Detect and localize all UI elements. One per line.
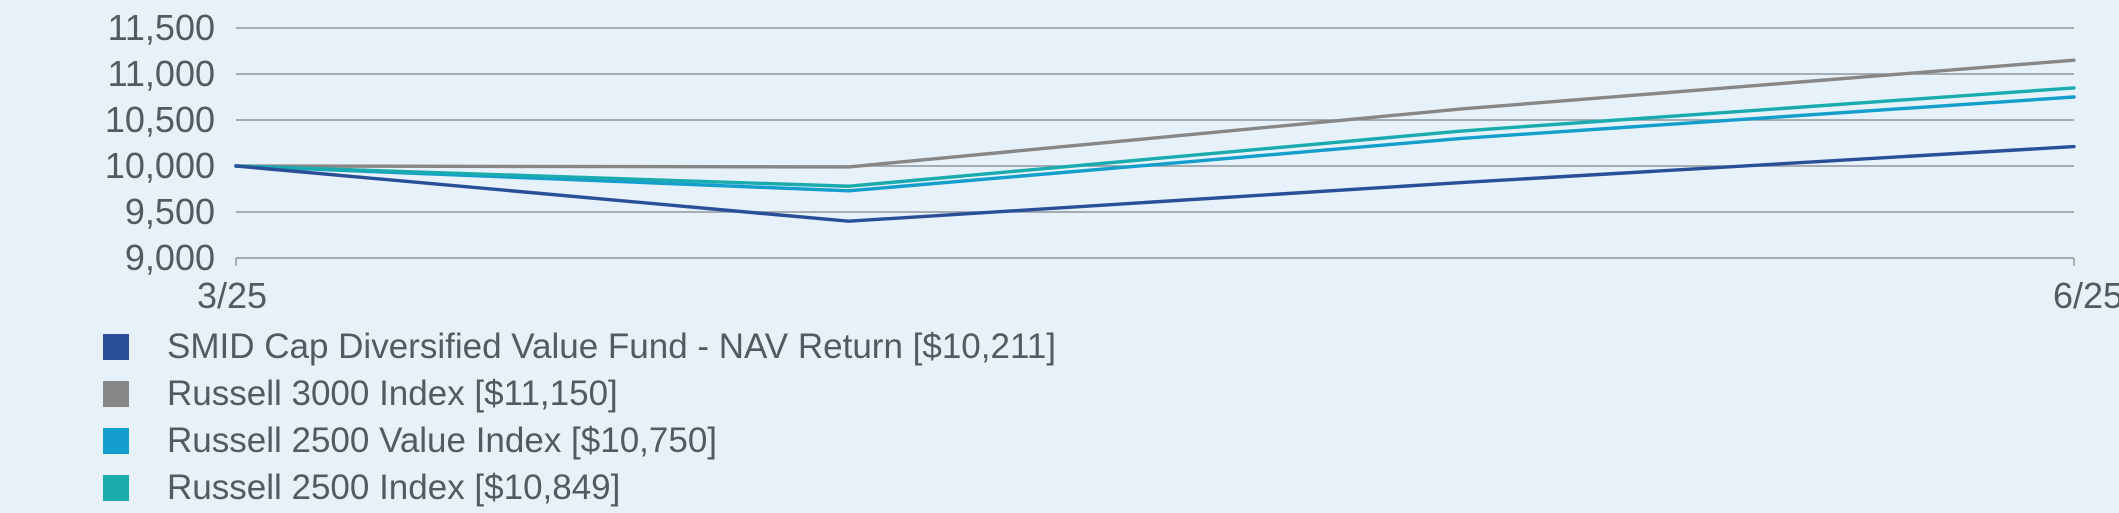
y-tick-label: 9,500 xyxy=(125,191,215,232)
legend-swatch xyxy=(103,380,129,407)
x-tick-label: 6/25 xyxy=(2053,275,2119,316)
y-tick-label: 10,000 xyxy=(105,145,215,186)
legend-swatch xyxy=(103,474,129,501)
series-line xyxy=(234,144,2076,223)
legend-label: Russell 3000 Index [$11,150] xyxy=(167,373,618,413)
y-tick-label: 11,000 xyxy=(108,53,215,94)
legend-label: Russell 2500 Value Index [$10,750] xyxy=(167,420,718,460)
legend-label: Russell 2500 Index [$10,849] xyxy=(167,467,621,507)
chart-legend: SMID Cap Diversified Value Fund - NAV Re… xyxy=(103,323,1056,511)
y-tick-label: 9,000 xyxy=(125,237,215,278)
legend-swatch xyxy=(103,333,129,360)
series-line xyxy=(234,86,2076,188)
legend-item: Russell 2500 Value Index [$10,750] xyxy=(103,417,1056,464)
legend-item: SMID Cap Diversified Value Fund - NAV Re… xyxy=(103,323,1056,370)
legend-label: SMID Cap Diversified Value Fund - NAV Re… xyxy=(167,326,1057,366)
legend-item: Russell 3000 Index [$11,150] xyxy=(103,370,1056,417)
legend-item: Russell 2500 Index [$10,849] xyxy=(103,464,1056,511)
y-tick-label: 10,500 xyxy=(105,99,215,140)
legend-swatch xyxy=(103,427,129,454)
x-tick-label: 3/25 xyxy=(197,275,267,316)
series-line xyxy=(234,95,2076,193)
y-tick-label: 11,500 xyxy=(108,7,215,48)
series-line xyxy=(234,58,2076,169)
